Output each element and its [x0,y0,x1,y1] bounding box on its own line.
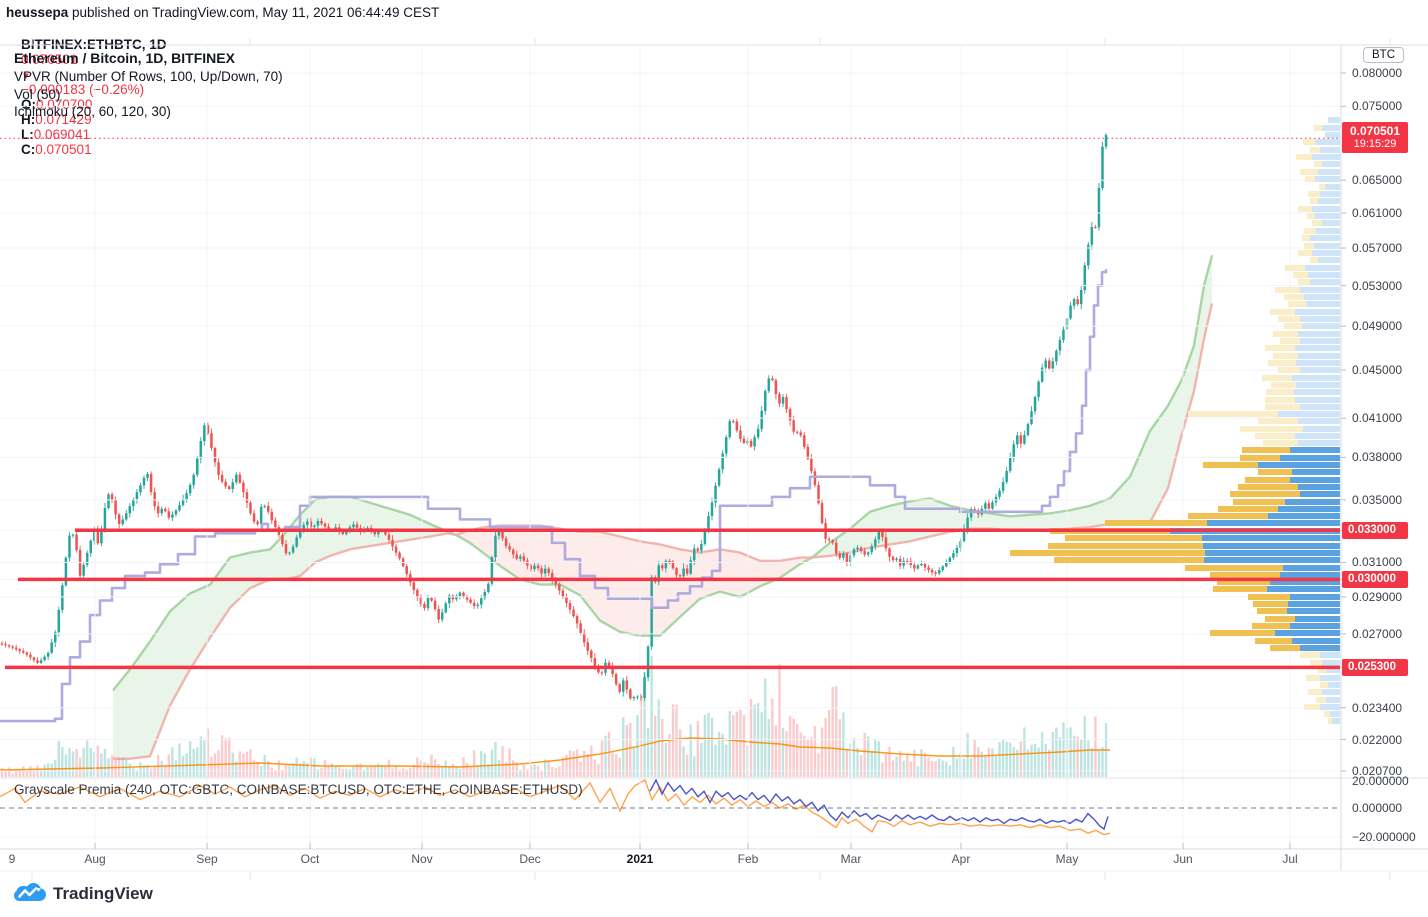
price-tick-label: 0.035000 [1352,492,1403,507]
sub-axis-tick-label: 0.000000 [1352,801,1403,815]
price-tick-label: 0.023400 [1352,700,1403,715]
legend-volume[interactable]: Vol (50) [14,87,61,102]
tradingview-logo-text: TradingView [53,884,153,903]
time-tick-label: May [1055,852,1079,866]
high-label: H: [21,112,36,127]
price-tick-label: 0.041000 [1352,411,1403,426]
time-tick-label: Mar [840,852,862,866]
price-tick-label: 0.053000 [1352,278,1403,293]
time-tick-label: Sep [196,852,218,866]
price-tick-label: 0.027000 [1352,626,1403,641]
price-tick-label: 0.057000 [1352,241,1403,256]
price-tick-label: 0.029000 [1352,589,1403,604]
time-tick-label: Nov [411,852,433,866]
author-name: heussepa [6,5,69,20]
price-change: −0.000183 (−0.26%) [21,82,145,97]
legend-vpvr[interactable]: VPVR (Number Of Rows, 100, Up/Down, 70) [14,69,283,84]
low-label: L: [21,127,34,142]
sub-axis-tick-label: −20.000000 [1352,830,1416,844]
price-tick-label: 0.061000 [1352,205,1403,220]
open-value: 0.070700 [36,97,93,112]
axis-unit-badge[interactable]: BTC [1363,47,1404,63]
time-tick-label: Jul [1282,852,1298,866]
last-price-badge: 0.070501 19:15:29 [1342,122,1408,154]
price-tick-label: 0.080000 [1352,66,1403,80]
time-tick-label: Oct [300,852,320,866]
time-tick-label: 2021 [626,852,654,866]
close-value: 0.070501 [35,142,92,157]
tradingview-logo[interactable]: TradingView [14,883,153,905]
time-tick-label: 9 [8,852,16,866]
down-arrow-icon: ▼ [21,71,31,82]
publish-info: heussepa published on TradingView.com, M… [6,5,439,20]
last-price-badge-value: 0.070501 [1349,124,1401,139]
time-tick-label: Aug [84,852,106,866]
last-price: 0.070501 [21,52,78,67]
level-badge-0030: 0.030000 [1342,570,1408,588]
price-tick-label: 0.045000 [1352,363,1403,378]
low-value: 0.069041 [33,127,91,142]
legend-symbol[interactable]: Ethereum / Bitcoin, 1D, BITFINEX [14,50,235,66]
legend-grayscale-premia[interactable]: Grayscale Premia (240, OTC:GBTC, COINBAS… [14,782,583,797]
price-tick-label: 0.038000 [1352,450,1403,465]
time-tick-label: Dec [519,852,541,866]
sub-axis-tick-label: 20.000000 [1352,774,1409,788]
time-tick-label: Apr [951,852,971,866]
level-badge-0033: 0.033000 [1342,521,1408,539]
countdown-timer: 19:15:29 [1353,138,1397,151]
price-tick-label: 0.065000 [1352,173,1403,188]
high-value: 0.071429 [35,112,92,127]
time-tick-label: Feb [737,852,759,866]
legend-ichimoku[interactable]: Ichimoku (20, 60, 120, 30) [14,104,171,119]
price-tick-label: 0.031000 [1352,555,1403,570]
price-tick-label: 0.020700 [1352,764,1403,778]
close-label: C: [21,142,36,157]
publish-info-rest: published on TradingView.com, May 11, 20… [68,5,440,20]
price-tick-label: 0.075000 [1352,99,1403,114]
open-label: O: [21,97,37,112]
price-tick-label: 0.049000 [1352,319,1403,334]
price-tick-label: 0.022000 [1352,732,1403,747]
time-tick-label: Jun [1173,852,1193,866]
tradingview-logo-icon [14,883,46,901]
level-badge-00253: 0.025300 [1342,658,1408,676]
